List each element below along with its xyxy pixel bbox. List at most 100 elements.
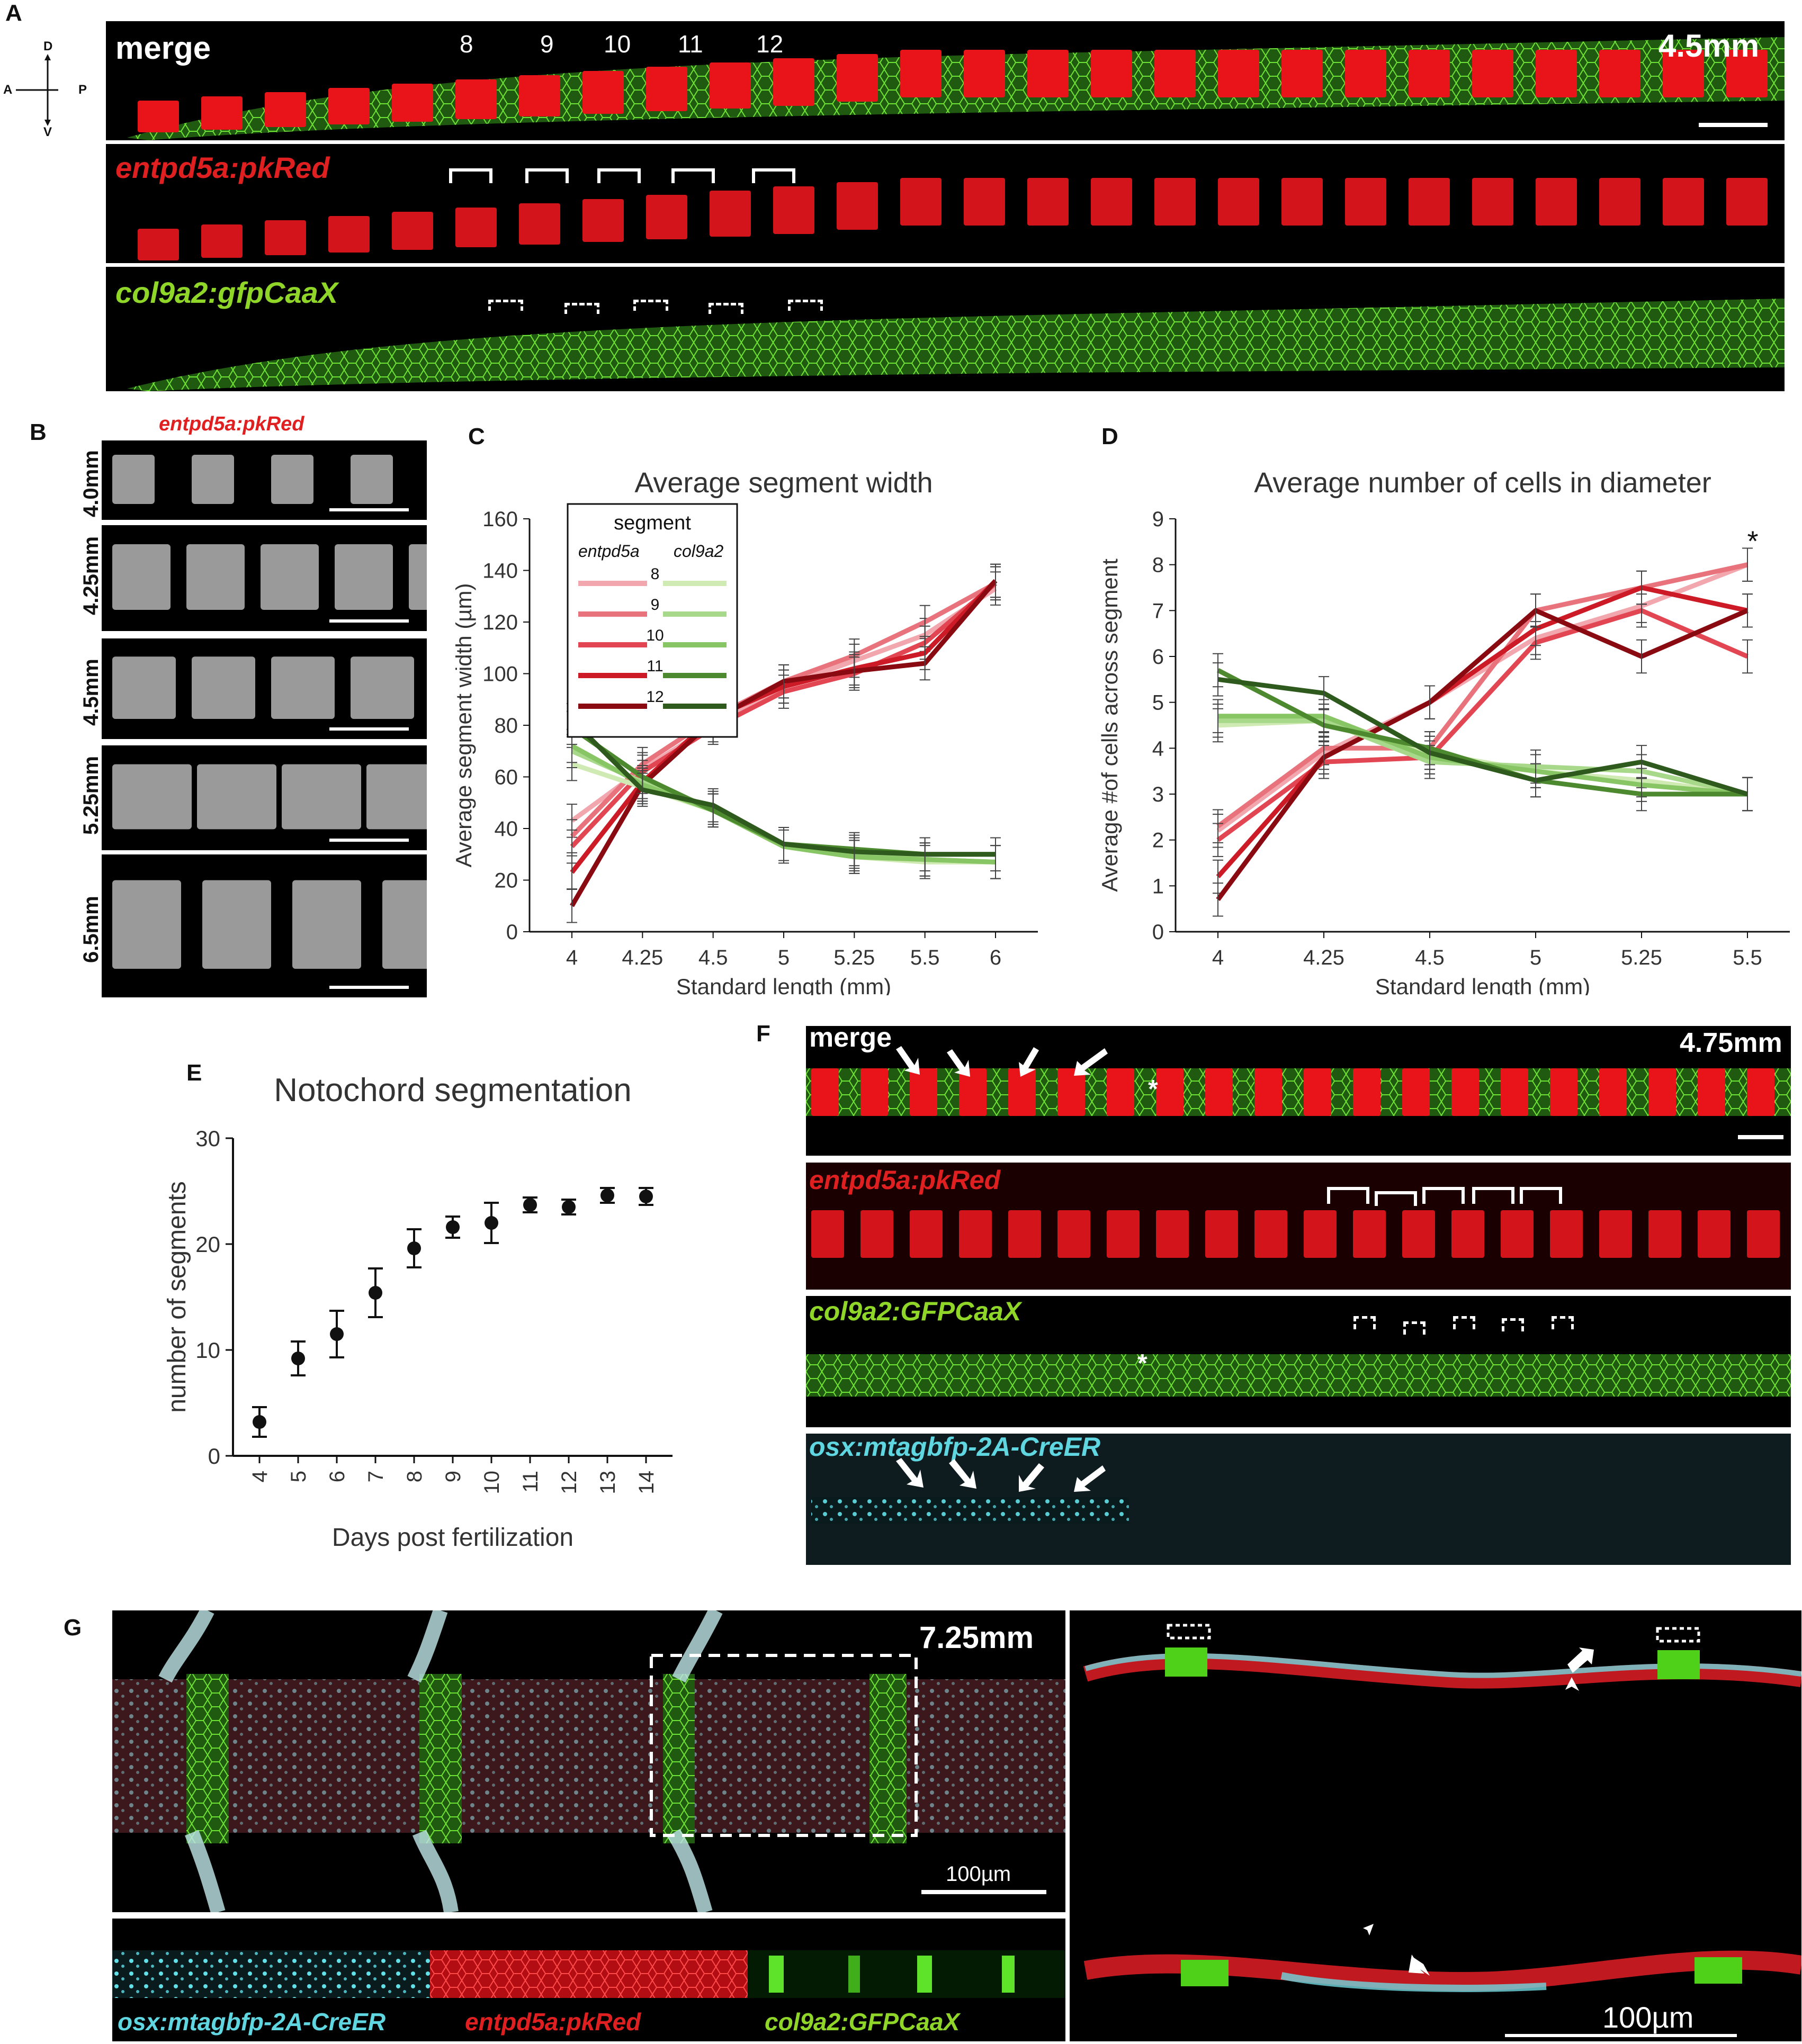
notochord-segment bbox=[959, 1210, 992, 1258]
panel-f-merge-image bbox=[806, 1026, 1791, 1156]
panel-g-green-label: col9a2:GFPCaaX bbox=[765, 2008, 960, 2036]
panel-g-letter: G bbox=[64, 1615, 82, 1641]
notochord-segment bbox=[710, 191, 751, 237]
segment-bracket bbox=[671, 168, 715, 183]
panel-a-merge-label: merge bbox=[115, 30, 211, 66]
notochord-segment bbox=[265, 92, 306, 127]
panel-a-merge-fish bbox=[127, 37, 1785, 140]
notochord-segment bbox=[1501, 1210, 1534, 1258]
notochord-segment bbox=[1599, 50, 1640, 97]
y-tick-label: 9 bbox=[1152, 508, 1164, 531]
notochord-segment bbox=[1472, 50, 1513, 97]
notochord-segment bbox=[1281, 50, 1323, 97]
panel-f-merge-label: merge bbox=[809, 1022, 892, 1053]
panel-f-green-fish bbox=[806, 1354, 1791, 1397]
notochord-segment bbox=[1057, 1068, 1085, 1116]
arrow-icon bbox=[1567, 1647, 1594, 1673]
legend-row-label: 10 bbox=[646, 627, 664, 644]
arrow-icon bbox=[947, 1049, 970, 1077]
segment-bracket bbox=[597, 168, 641, 183]
notochord-segment bbox=[811, 1068, 839, 1116]
panel-f-merge-fish bbox=[806, 1068, 1791, 1116]
notochord-segment bbox=[1536, 50, 1577, 97]
segment-bracket-dashed bbox=[788, 300, 823, 311]
panel-a-red-label: entpd5a:pkRed bbox=[115, 151, 330, 184]
notochord-segment bbox=[910, 1210, 943, 1258]
vertebra-segment bbox=[351, 455, 393, 504]
panel-f-red-label: entpd5a:pkRed bbox=[809, 1165, 1001, 1195]
series-line-col9a2-12 bbox=[1217, 677, 1749, 797]
panel-g-scalebar-right bbox=[1505, 2034, 1737, 2037]
data-point bbox=[291, 1352, 305, 1365]
data-point bbox=[253, 1415, 266, 1429]
notochord-segment bbox=[1550, 1210, 1583, 1258]
segment-bracket bbox=[752, 168, 795, 183]
legend-row-label: 12 bbox=[646, 688, 664, 706]
notochord-segment bbox=[900, 50, 942, 97]
y-tick-label: 1 bbox=[1152, 875, 1164, 898]
chart-title: Average number of cells in diameter bbox=[1254, 467, 1711, 499]
notochord-segment bbox=[138, 229, 179, 260]
y-axis-label: number of segments bbox=[163, 1181, 191, 1413]
segment-bracket bbox=[1422, 1187, 1465, 1204]
y-tick-label: 30 bbox=[195, 1126, 220, 1151]
vertebra-segment bbox=[382, 880, 427, 969]
panel-e-letter: E bbox=[186, 1060, 202, 1086]
segment-number-11: 11 bbox=[678, 30, 703, 58]
vertebra-segment bbox=[112, 656, 176, 719]
segment-bracket-dashed bbox=[633, 300, 668, 311]
notochord-segment bbox=[1409, 50, 1450, 97]
notochord-segment bbox=[900, 178, 942, 226]
segment-bracket-dashed bbox=[1403, 1321, 1426, 1335]
data-point bbox=[446, 1220, 460, 1234]
notochord-segment bbox=[1747, 1210, 1780, 1258]
notochord-segment bbox=[910, 1068, 937, 1116]
segment-number-8: 8 bbox=[460, 30, 473, 58]
segment-bracket-dashed bbox=[1453, 1316, 1475, 1329]
x-tick-label: 4.5 bbox=[698, 946, 728, 969]
arrowhead-icon bbox=[1363, 1924, 1374, 1935]
panel-g-split-image bbox=[112, 1919, 1065, 2041]
panel-f-scalebar bbox=[1738, 1135, 1783, 1139]
panel-a-green-image bbox=[106, 267, 1785, 391]
panel-b-tile bbox=[102, 525, 427, 631]
notochord-segment bbox=[1154, 178, 1196, 226]
arrow-icon bbox=[1019, 1047, 1039, 1077]
data-point bbox=[407, 1241, 421, 1255]
panel-b-stage-label: 6.5mm bbox=[79, 896, 103, 963]
notochord-segment bbox=[1254, 1068, 1282, 1116]
panel-f-cyan-label: osx:mtagbfp-2A-CreER bbox=[809, 1432, 1101, 1462]
panel-f-letter: F bbox=[756, 1021, 770, 1047]
notochord-segment bbox=[773, 186, 814, 234]
series-line-entpd5a-8 bbox=[1216, 562, 1749, 833]
panel-b-tile bbox=[102, 638, 427, 739]
panel-a-size-label: 4.5mm bbox=[1658, 28, 1760, 64]
data-point bbox=[330, 1327, 344, 1341]
x-tick-label: 6 bbox=[326, 1471, 349, 1482]
segment-bracket bbox=[1520, 1187, 1562, 1204]
notochord-segment bbox=[265, 220, 306, 255]
panel-b-stage-label: 5.25mm bbox=[79, 756, 103, 835]
vertebra-segment bbox=[112, 455, 155, 504]
panel-g-scalebar-left bbox=[921, 1890, 1046, 1894]
vertebra-segment bbox=[271, 455, 313, 504]
panel-g-merge-image bbox=[112, 1610, 1065, 1912]
notochord-segment bbox=[710, 62, 751, 109]
data-point bbox=[523, 1198, 537, 1212]
notochord-segment bbox=[1747, 1068, 1774, 1116]
panel-b-tile-image bbox=[112, 544, 427, 623]
x-tick-label: 5 bbox=[778, 946, 790, 969]
chart-title: Average segment width bbox=[634, 467, 933, 499]
notochord-segment bbox=[1353, 1068, 1380, 1116]
notochord-segment bbox=[860, 1210, 893, 1258]
vertebra-segment bbox=[366, 764, 427, 830]
data-point bbox=[639, 1190, 653, 1203]
notochord-segment bbox=[1345, 50, 1386, 97]
segment-bracket bbox=[1327, 1187, 1369, 1204]
notochord-segment bbox=[1027, 50, 1069, 97]
panel-b-tile-image bbox=[112, 880, 427, 989]
vertebra-segment bbox=[186, 544, 245, 610]
panel-b-stage-label: 4.25mm bbox=[79, 536, 103, 615]
notochord-segment bbox=[1218, 178, 1259, 226]
panel-a-red-segments bbox=[138, 178, 1768, 260]
